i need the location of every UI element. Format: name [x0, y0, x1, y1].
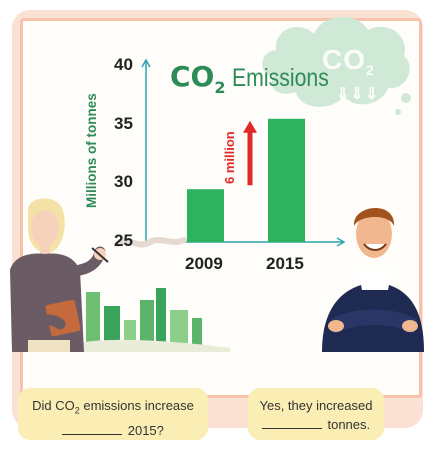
x-tick-label: 2015 [266, 254, 304, 273]
y-tick-label: 35 [114, 113, 133, 133]
x-axis-arrowhead [336, 237, 346, 247]
co2-cloud-icon [262, 16, 411, 115]
bar-2009 [187, 189, 224, 242]
y-tick-label: 30 [114, 172, 133, 192]
factory-illustration [70, 237, 230, 352]
down-arrows-icon: ⇓⇓⇓ [336, 86, 380, 103]
speech-bubble-answer: Yes, they increased tonnes. [248, 388, 384, 440]
woman-figure [10, 198, 109, 352]
y-tick-label: 25 [114, 231, 133, 250]
cloud-co2-label: CO2 [322, 44, 375, 78]
speech-bubble-question: Did CO2 emissions increase 2015? [18, 388, 208, 440]
answer-blank-1[interactable] [62, 422, 123, 435]
y-axis-arrowhead [141, 58, 151, 68]
man-figure [322, 207, 424, 352]
bar-2015 [268, 118, 305, 242]
chart-bars [187, 118, 305, 242]
y-tick-label: 40 [114, 55, 133, 74]
increase-arrow [243, 120, 257, 186]
x-tick-label: 2009 [185, 254, 223, 273]
y-axis-label: Millions of tonnes [84, 93, 99, 208]
answer-blank-2[interactable] [261, 416, 322, 429]
increase-annotation: 6 million [222, 131, 237, 184]
arrow-head [243, 120, 257, 133]
chart-title: CO2 Emissions [170, 60, 329, 97]
